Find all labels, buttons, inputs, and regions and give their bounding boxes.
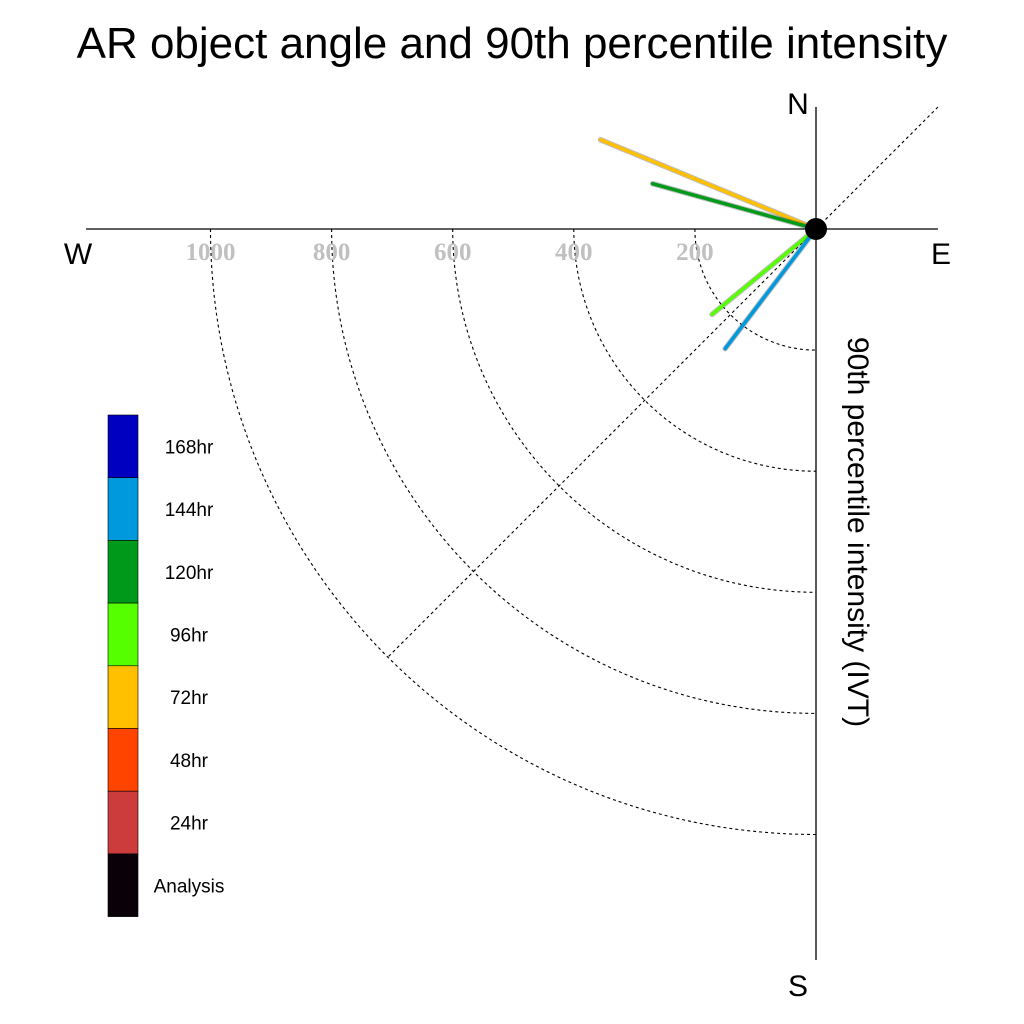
radial-tick-label-200: 200 (676, 239, 714, 266)
legend-swatch-72hr (107, 665, 139, 729)
legend-label-120hr: 120hr (165, 563, 214, 584)
legend-label-72hr: 72hr (170, 688, 209, 709)
grid-arc-1000 (209, 228, 817, 836)
series-lines (597, 137, 827, 352)
compass-east-label: E (931, 238, 951, 271)
legend: 168hr 144hr 120hr 96hr 72hr 48hr 24hr Analysis (107, 414, 225, 917)
radial-ticks: 200 400 600 800 1000 (186, 239, 714, 266)
legend-swatch-120hr (107, 540, 139, 604)
legend-swatch-144hr (107, 477, 139, 541)
radial-tick-label-800: 800 (313, 239, 351, 266)
legend-label-Analysis: Analysis (154, 876, 225, 897)
compass-axes (86, 107, 938, 960)
series-stroke-144hr (723, 227, 818, 351)
origin-marker (805, 218, 827, 240)
polar-grid (209, 106, 939, 836)
chart-title: AR object angle and 90th percentile inte… (77, 19, 948, 68)
legend-label-96hr: 96hr (170, 625, 209, 646)
grid-arc-600 (452, 228, 817, 593)
legend-swatch-Analysis (107, 853, 139, 917)
compass-south-label: S (788, 970, 808, 1003)
compass-west-label: W (64, 238, 93, 271)
legend-label-48hr: 48hr (170, 751, 209, 772)
legend-swatch-48hr (107, 728, 139, 792)
series-line-72hr (597, 137, 819, 232)
grid-arc-800 (331, 228, 817, 714)
series-line-144hr (722, 226, 819, 352)
legend-label-168hr: 168hr (165, 437, 214, 458)
series-stroke-72hr (598, 138, 818, 231)
legend-swatch-168hr (107, 414, 139, 479)
series-line-120hr (649, 180, 819, 232)
grid-arc-400 (573, 228, 817, 472)
radial-axis-label: 90th percentile intensity (IVT) (841, 337, 874, 727)
series-stroke-120hr (650, 181, 818, 231)
series-line-96hr (709, 226, 819, 318)
radial-tick-label-1000: 1000 (186, 239, 236, 266)
legend-label-144hr: 144hr (165, 500, 214, 521)
legend-swatch-24hr (107, 790, 139, 855)
radial-tick-label-400: 400 (555, 239, 593, 266)
radial-tick-label-600: 600 (434, 239, 472, 266)
legend-swatch-96hr (107, 602, 139, 667)
grid-arc-200 (694, 228, 817, 351)
series-stroke-96hr (710, 227, 818, 317)
compass-north-label: N (787, 88, 809, 121)
grid-diagonal (387, 106, 939, 658)
legend-label-24hr: 24hr (170, 814, 209, 835)
